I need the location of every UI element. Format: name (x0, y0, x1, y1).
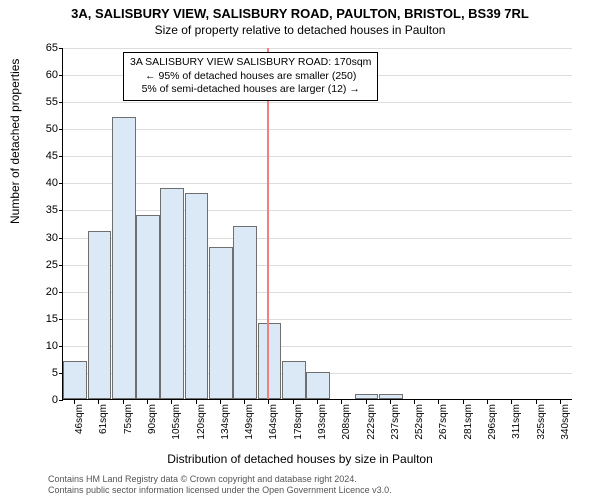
chart-title-main: 3A, SALISBURY VIEW, SALISBURY ROAD, PAUL… (0, 0, 600, 21)
ytick-label: 55 (18, 96, 58, 108)
ytick-label: 15 (18, 313, 58, 325)
histogram-bar (258, 323, 282, 399)
ytick-label: 20 (18, 286, 58, 298)
ytick-label: 30 (18, 232, 58, 244)
histogram-bar (112, 117, 136, 399)
xtick-label: 61sqm (98, 404, 109, 454)
xtick-label: 281sqm (463, 404, 474, 454)
xtick-label: 237sqm (390, 404, 401, 454)
histogram-bar (136, 215, 160, 399)
xtick-label: 75sqm (123, 404, 134, 454)
footer-attribution: Contains HM Land Registry data © Crown c… (48, 474, 392, 497)
xtick-label: 193sqm (317, 404, 328, 454)
histogram-bar (233, 226, 257, 399)
xtick-label: 149sqm (244, 404, 255, 454)
xtick-label: 340sqm (560, 404, 571, 454)
xtick-label: 252sqm (414, 404, 425, 454)
histogram-bar (209, 247, 233, 399)
xtick-label: 296sqm (487, 404, 498, 454)
xtick-label: 90sqm (147, 404, 158, 454)
y-axis-label: Number of detached properties (8, 59, 22, 224)
ytick-label: 65 (18, 42, 58, 54)
footer-line-1: Contains HM Land Registry data © Crown c… (48, 474, 392, 485)
ytick-label: 60 (18, 69, 58, 81)
annotation-line-2: ← 95% of detached houses are smaller (25… (130, 70, 371, 84)
annotation-line-1: 3A SALISBURY VIEW SALISBURY ROAD: 170sqm (130, 56, 371, 70)
ytick-label: 40 (18, 177, 58, 189)
histogram-bar (355, 394, 379, 399)
xtick-label: 164sqm (268, 404, 279, 454)
ytick-label: 0 (18, 394, 58, 406)
ytick-label: 10 (18, 340, 58, 352)
xtick-label: 325sqm (536, 404, 547, 454)
xtick-label: 267sqm (438, 404, 449, 454)
ytick-label: 35 (18, 204, 58, 216)
xtick-label: 222sqm (366, 404, 377, 454)
histogram-bar (282, 361, 306, 399)
ytick-label: 45 (18, 150, 58, 162)
histogram-bar (63, 361, 87, 399)
histogram-bar (160, 188, 184, 399)
annotation-line-3: 5% of semi-detached houses are larger (1… (130, 83, 371, 97)
ytick-label: 25 (18, 259, 58, 271)
chart-area: 3A SALISBURY VIEW SALISBURY ROAD: 170sqm… (62, 48, 572, 400)
xtick-label: 134sqm (220, 404, 231, 454)
x-axis-label: Distribution of detached houses by size … (0, 452, 600, 466)
ytick-label: 5 (18, 367, 58, 379)
xtick-label: 46sqm (74, 404, 85, 454)
histogram-bar (185, 193, 209, 399)
xtick-label: 178sqm (293, 404, 304, 454)
xtick-label: 311sqm (511, 404, 522, 454)
histogram-bar (306, 372, 330, 399)
histogram-bar (88, 231, 112, 399)
ytick-label: 50 (18, 123, 58, 135)
histogram-bar (379, 394, 403, 399)
annotation-box: 3A SALISBURY VIEW SALISBURY ROAD: 170sqm… (123, 52, 378, 101)
chart-title-sub: Size of property relative to detached ho… (0, 21, 600, 37)
plot-region: 3A SALISBURY VIEW SALISBURY ROAD: 170sqm… (62, 48, 572, 400)
footer-line-2: Contains public sector information licen… (48, 485, 392, 496)
xtick-label: 120sqm (196, 404, 207, 454)
ytick-mark (59, 400, 63, 401)
xtick-label: 208sqm (341, 404, 352, 454)
xtick-label: 105sqm (171, 404, 182, 454)
